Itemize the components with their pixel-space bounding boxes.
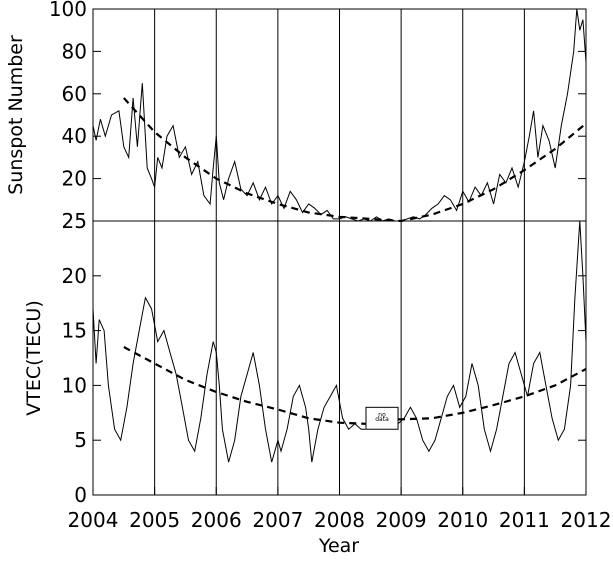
trend-dashed-line (397, 368, 587, 421)
x-axis-label: Year (318, 535, 359, 557)
y-tick-label: 40 (62, 124, 87, 148)
y-tick-label: 20 (62, 264, 87, 288)
bottom-y-axis-label: VTEC(TECU) (23, 300, 45, 415)
x-tick-label: 2010 (437, 508, 488, 532)
x-tick-label: 2012 (561, 508, 612, 532)
y-tick-label: 80 (62, 39, 87, 63)
data-solid-line (397, 220, 587, 454)
trend-dashed-line (122, 97, 587, 223)
bottom-x-ticks: 2004 2005 2006 2007 2008 2009 2010 2011 2012 (68, 487, 612, 532)
y-tick-label: 100 (49, 0, 87, 21)
x-tick-label: 2005 (129, 508, 180, 532)
bottom-y-ticks: 0 5 10 15 20 25 (62, 209, 586, 507)
x-tick-label: 2006 (191, 508, 242, 532)
top-y-ticks: 20 40 60 80 100 (49, 0, 586, 222)
top-year-lines (154, 9, 525, 221)
x-tick-label: 2008 (314, 508, 365, 532)
x-tick-label: 2009 (376, 508, 427, 532)
trend-dashed-line (123, 346, 366, 425)
y-tick-label: 10 (62, 373, 87, 397)
y-tick-label: 15 (62, 319, 87, 343)
no-data-text-line-2: data (375, 416, 389, 423)
bottom-series-group (92, 220, 587, 463)
top-series-group (92, 8, 587, 223)
top-y-axis-label: Sunspot Number (5, 35, 27, 195)
x-tick-label: 2011 (499, 508, 550, 532)
y-tick-label: 60 (62, 82, 87, 106)
x-tick-label: 2004 (68, 508, 119, 532)
x-tick-label: 2007 (252, 508, 303, 532)
no-data-text-line-1: no (378, 412, 386, 419)
y-tick-label: 20 (62, 167, 87, 191)
no-data-annotation: no data (365, 406, 399, 430)
no-data-box (365, 406, 399, 430)
y-tick-label: 25 (62, 209, 87, 233)
top-chart: 20 40 60 80 100 Sunspot Number (5, 0, 587, 223)
y-tick-label: 0 (74, 483, 87, 507)
data-solid-line (92, 296, 366, 463)
y-tick-label: 5 (74, 428, 87, 452)
bottom-year-lines (154, 221, 525, 495)
